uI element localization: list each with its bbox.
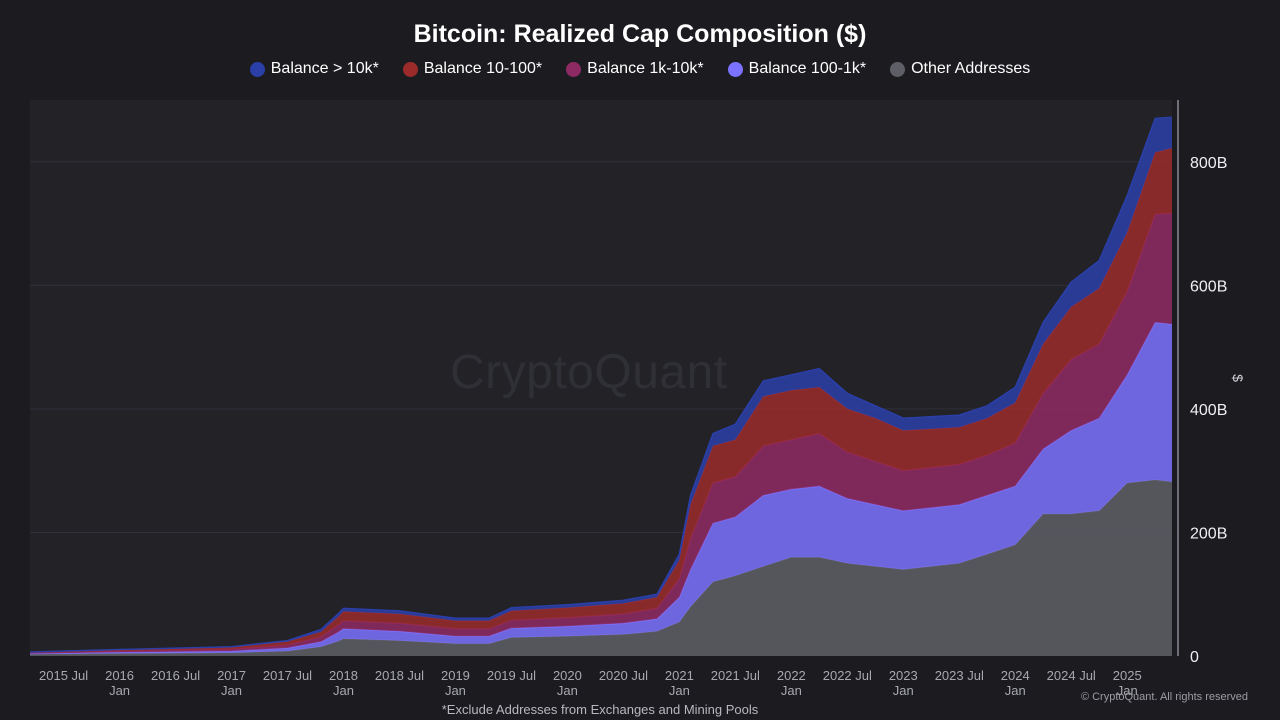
x-tick-label: 2018 Jul [375,668,424,683]
y-tick-label: 800B [1190,155,1227,172]
legend-label: Balance 100-1k* [748,60,867,77]
legend-swatch [566,61,582,77]
stacked-areas [29,116,1173,656]
x-tick-label: 2024 [1001,668,1030,683]
x-tick-label: 2021 [665,668,694,683]
x-tick-label: 2017 Jul [263,668,312,683]
x-tick-sublabel: Jan [669,683,690,698]
legend-item-balance-10-100[interactable]: Balance 10-100* [402,60,543,78]
x-tick-label: 2023 Jul [935,668,984,683]
legend-swatch [890,61,906,77]
copyright-notice: © CryptoQuant. All rights reserved [1080,691,1248,703]
x-tick-label: 2016 [105,668,134,683]
x-tick-label: 2019 [441,668,470,683]
x-tick-sublabel: Jan [781,683,802,698]
x-tick-sublabel: Jan [1005,683,1026,698]
legend-label: Balance 10-100* [423,60,543,77]
x-tick-sublabel: Jan [221,683,242,698]
x-tick-sublabel: Jan [1117,683,1138,698]
x-tick-label: 2023 [889,668,918,683]
watermark: CryptoQuant [450,346,728,399]
x-tick-label: 2021 Jul [711,668,760,683]
x-tick-label: 2018 [329,668,358,683]
x-tick-label: 2017 [217,668,246,683]
y-tick-label: 200B [1190,525,1227,542]
y-tick-label: 400B [1190,402,1227,419]
chart-title: Bitcoin: Realized Cap Composition ($) [413,20,867,48]
x-tick-sublabel: Jan [557,683,578,698]
legend-item-balance-100-1k[interactable]: Balance 100-1k* [727,60,867,78]
x-tick-label: 2019 Jul [487,668,536,683]
legend-label: Balance > 10k* [270,60,379,77]
y-tick-label: 600B [1190,278,1227,295]
x-tick-label: 2022 Jul [823,668,872,683]
y-axis: 0 200B 400B 600B 800B [1190,155,1227,666]
y-tick-label: 0 [1190,649,1199,666]
x-tick-label: 2016 Jul [151,668,200,683]
x-tick-label: 2024 Jul [1047,668,1096,683]
legend-swatch [249,61,265,77]
series-line [29,116,1173,653]
area-series-other-addresses [30,479,1172,656]
legend-item-other-addresses[interactable]: Other Addresses [890,60,1030,78]
legend-item-balance-gt-10k[interactable]: Balance > 10k* [249,60,379,78]
x-tick-label: 2020 Jul [599,668,648,683]
x-tick-sublabel: Jan [445,683,466,698]
legend-label: Balance 1k-10k* [587,60,704,77]
x-tick-sublabel: Jan [109,683,130,698]
footnote: *Exclude Addresses from Exchanges and Mi… [441,702,759,717]
x-tick-label: 2022 [777,668,806,683]
x-tick-label: 2025 [1113,668,1142,683]
chart-legend: Balance > 10k* Balance 10-100* Balance 1… [0,60,1280,78]
legend-item-balance-1k-10k[interactable]: Balance 1k-10k* [566,60,704,78]
x-tick-sublabel: Jan [893,683,914,698]
legend-swatch [402,61,418,77]
legend-label: Other Addresses [911,60,1031,77]
x-tick-label: 2020 [553,668,582,683]
y-axis-unit-label: $ [1229,374,1246,382]
x-tick-label: 2015 Jul [39,668,88,683]
legend-swatch [727,61,743,77]
x-tick-sublabel: Jan [333,683,354,698]
